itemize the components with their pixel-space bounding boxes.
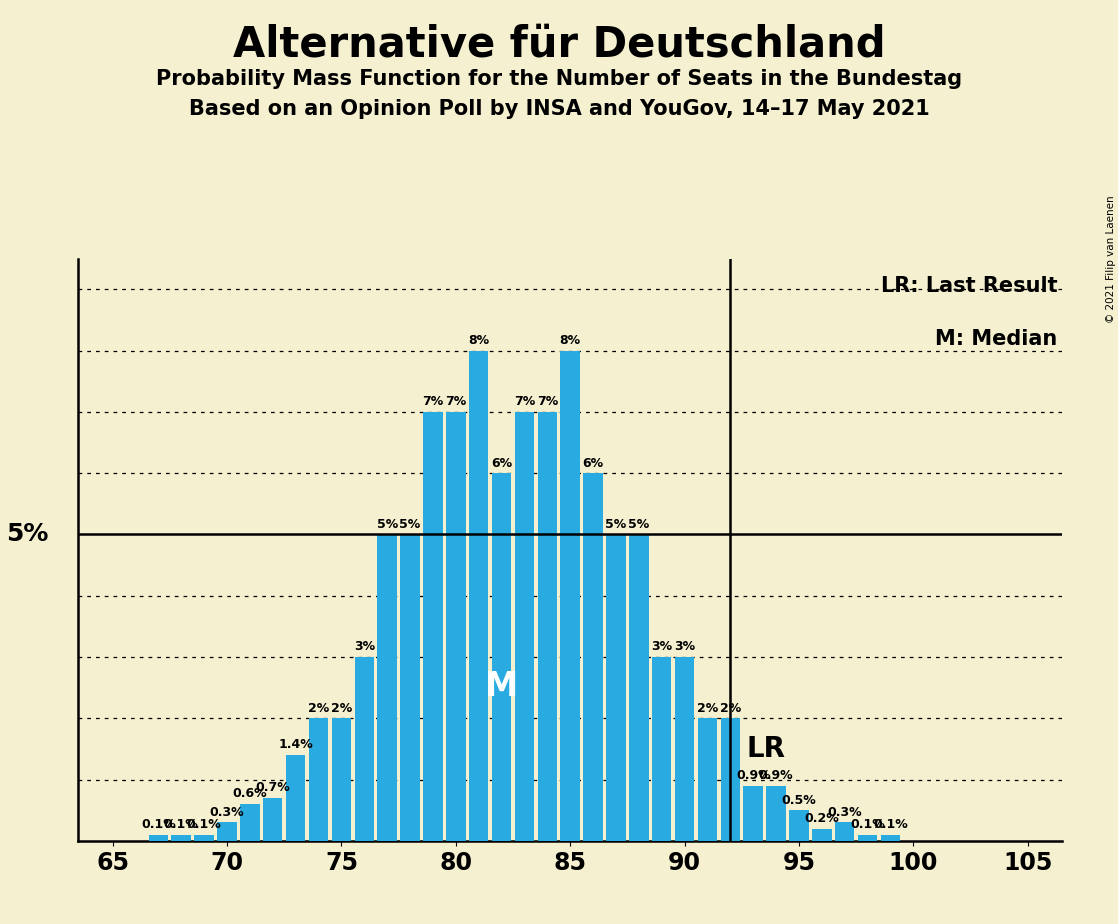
Bar xyxy=(514,412,534,841)
Text: 3%: 3% xyxy=(674,640,695,653)
Bar xyxy=(652,657,672,841)
Bar xyxy=(446,412,465,841)
Bar xyxy=(675,657,694,841)
Bar xyxy=(789,810,808,841)
Text: 1.4%: 1.4% xyxy=(278,738,313,751)
Bar xyxy=(629,534,648,841)
Text: 0.1%: 0.1% xyxy=(187,818,221,831)
Bar xyxy=(492,473,511,841)
Text: 0.1%: 0.1% xyxy=(164,818,199,831)
Bar xyxy=(858,834,878,841)
Bar xyxy=(424,412,443,841)
Text: 0.5%: 0.5% xyxy=(781,794,816,807)
Text: 0.1%: 0.1% xyxy=(141,818,176,831)
Bar xyxy=(743,785,762,841)
Text: 0.1%: 0.1% xyxy=(851,818,885,831)
Text: 2%: 2% xyxy=(720,701,741,714)
Bar xyxy=(468,350,489,841)
Text: 0.1%: 0.1% xyxy=(873,818,908,831)
Text: Based on an Opinion Poll by INSA and YouGov, 14–17 May 2021: Based on an Opinion Poll by INSA and You… xyxy=(189,99,929,119)
Text: 0.3%: 0.3% xyxy=(210,806,245,819)
Bar xyxy=(812,829,832,841)
Text: LR: LR xyxy=(747,735,785,763)
Text: 5%: 5% xyxy=(605,517,626,530)
Bar xyxy=(698,718,717,841)
Text: 3%: 3% xyxy=(353,640,375,653)
Bar xyxy=(240,804,259,841)
Bar xyxy=(378,534,397,841)
Bar xyxy=(721,718,740,841)
Text: Probability Mass Function for the Number of Seats in the Bundestag: Probability Mass Function for the Number… xyxy=(155,69,963,90)
Bar xyxy=(217,822,237,841)
Text: 5%: 5% xyxy=(399,517,420,530)
Text: M: Median: M: Median xyxy=(935,329,1058,348)
Text: 2%: 2% xyxy=(697,701,718,714)
Text: 5%: 5% xyxy=(628,517,650,530)
Bar xyxy=(560,350,580,841)
Text: 0.3%: 0.3% xyxy=(827,806,862,819)
Text: Alternative für Deutschland: Alternative für Deutschland xyxy=(233,23,885,65)
Bar xyxy=(538,412,557,841)
Text: 8%: 8% xyxy=(560,334,580,346)
Text: 2%: 2% xyxy=(307,701,329,714)
Bar xyxy=(171,834,191,841)
Text: 3%: 3% xyxy=(651,640,672,653)
Text: 8%: 8% xyxy=(468,334,490,346)
Text: 7%: 7% xyxy=(423,395,444,408)
Text: © 2021 Filip van Laenen: © 2021 Filip van Laenen xyxy=(1106,195,1116,322)
Bar xyxy=(606,534,626,841)
Bar xyxy=(149,834,168,841)
Text: 0.6%: 0.6% xyxy=(233,787,267,800)
Bar xyxy=(263,798,283,841)
Text: 0.9%: 0.9% xyxy=(736,769,770,782)
Bar xyxy=(195,834,214,841)
Text: 6%: 6% xyxy=(582,456,604,469)
Text: 5%: 5% xyxy=(377,517,398,530)
Bar xyxy=(354,657,375,841)
Text: 7%: 7% xyxy=(537,395,558,408)
Bar xyxy=(584,473,603,841)
Text: 0.9%: 0.9% xyxy=(759,769,794,782)
Bar xyxy=(766,785,786,841)
Text: 6%: 6% xyxy=(491,456,512,469)
Bar xyxy=(881,834,900,841)
Text: M: M xyxy=(485,670,518,703)
Bar xyxy=(400,534,419,841)
Text: 7%: 7% xyxy=(445,395,466,408)
Text: 7%: 7% xyxy=(514,395,536,408)
Text: 0.2%: 0.2% xyxy=(805,812,840,825)
Bar xyxy=(332,718,351,841)
Text: 5%: 5% xyxy=(6,522,48,546)
Text: 0.7%: 0.7% xyxy=(255,782,290,795)
Text: LR: Last Result: LR: Last Result xyxy=(881,276,1058,297)
Bar xyxy=(309,718,329,841)
Bar xyxy=(835,822,854,841)
Bar xyxy=(286,755,305,841)
Text: 2%: 2% xyxy=(331,701,352,714)
